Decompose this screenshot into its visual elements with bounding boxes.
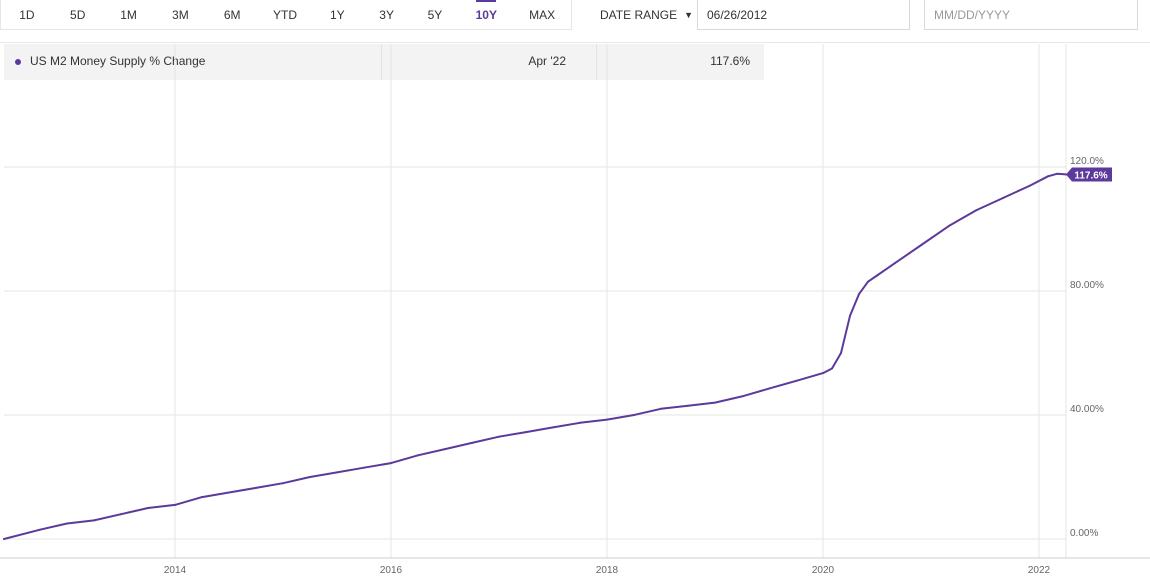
date-range-dropdown[interactable]: DATE RANGE ▼ xyxy=(600,0,693,30)
range-button-3m[interactable]: 3M xyxy=(172,7,189,22)
range-selector: 1D 5D 1M 3M 6M YTD 1Y 3Y 5Y 10Y MAX xyxy=(0,0,572,30)
data-point xyxy=(894,262,896,265)
range-button-10y[interactable]: 10Y xyxy=(459,0,513,30)
range-button-5d[interactable]: 5D xyxy=(70,7,86,22)
data-point xyxy=(840,352,842,354)
data-point xyxy=(921,243,923,246)
range-button-max[interactable]: MAX xyxy=(529,7,556,22)
start-date-input[interactable] xyxy=(697,0,910,30)
data-point xyxy=(66,522,68,525)
data-point xyxy=(309,476,311,478)
header-divider xyxy=(0,42,1150,43)
data-point xyxy=(498,435,500,438)
data-point xyxy=(849,314,851,317)
data-point xyxy=(3,538,5,540)
legend-divider xyxy=(596,44,597,80)
data-point xyxy=(606,418,608,421)
caret-down-icon: ▼ xyxy=(684,10,694,20)
range-button-1d[interactable]: 1D xyxy=(19,7,35,22)
series-line xyxy=(3,172,1067,540)
data-point xyxy=(831,367,833,370)
date-range-label: DATE RANGE xyxy=(600,8,678,22)
data-point xyxy=(525,431,527,434)
data-point xyxy=(336,471,338,474)
legend-panel: US M2 Money Supply % Change Apr '22 117.… xyxy=(4,44,764,80)
data-point xyxy=(633,414,635,416)
data-point xyxy=(282,482,284,485)
data-point xyxy=(687,404,689,407)
data-point xyxy=(444,448,446,451)
legend-date: Apr '22 xyxy=(528,54,566,68)
data-point xyxy=(858,293,860,296)
y-tick-label: 0.00% xyxy=(1070,528,1098,539)
x-tick-label: 2022 xyxy=(1028,565,1051,576)
x-tick-label: 2016 xyxy=(380,565,403,576)
range-button-1m[interactable]: 1M xyxy=(120,7,137,22)
y-tick-label: 40.00% xyxy=(1070,404,1104,415)
data-point xyxy=(390,462,392,465)
y-tick-label: 120.0% xyxy=(1070,156,1104,167)
series-color-dot xyxy=(15,59,21,65)
data-point xyxy=(174,503,176,506)
data-point xyxy=(795,379,797,382)
data-point xyxy=(417,454,419,457)
range-button-ytd[interactable]: YTD xyxy=(272,7,297,22)
data-point xyxy=(1002,197,1004,199)
data-point xyxy=(1056,172,1058,175)
data-point xyxy=(867,280,869,283)
data-point xyxy=(39,528,41,531)
y-tick-label: 80.00% xyxy=(1070,280,1104,291)
data-point xyxy=(363,466,365,469)
data-point xyxy=(975,209,977,212)
data-point xyxy=(714,401,716,404)
legend-series-name: US M2 Money Supply % Change xyxy=(30,54,206,68)
data-point xyxy=(822,372,824,375)
last-value-badge xyxy=(1066,167,1112,182)
data-point xyxy=(660,407,662,410)
data-point xyxy=(255,486,257,489)
data-point xyxy=(876,274,878,277)
data-point xyxy=(768,387,770,390)
data-point xyxy=(120,513,122,516)
range-button-5y[interactable]: 5Y xyxy=(427,7,443,22)
data-point xyxy=(579,421,581,424)
data-point xyxy=(228,491,230,494)
data-point xyxy=(147,507,149,509)
x-tick-label: 2020 xyxy=(812,565,835,576)
x-tick-label: 2014 xyxy=(164,565,187,576)
data-point xyxy=(201,496,203,499)
data-point xyxy=(1047,175,1049,178)
legend-value: 117.6% xyxy=(710,54,750,68)
range-button-6m[interactable]: 6M xyxy=(223,7,241,22)
legend-divider xyxy=(381,44,382,80)
data-point xyxy=(1029,184,1031,187)
end-date-input[interactable] xyxy=(924,0,1138,30)
last-value-label: 117.6% xyxy=(1074,170,1107,181)
x-tick-label: 2018 xyxy=(596,565,619,576)
data-point xyxy=(471,441,473,444)
range-button-1y[interactable]: 1Y xyxy=(329,7,345,22)
range-button-3y[interactable]: 3Y xyxy=(379,7,394,22)
data-point xyxy=(552,426,554,429)
data-point xyxy=(948,224,950,227)
data-point xyxy=(93,519,95,522)
data-point xyxy=(741,395,743,398)
